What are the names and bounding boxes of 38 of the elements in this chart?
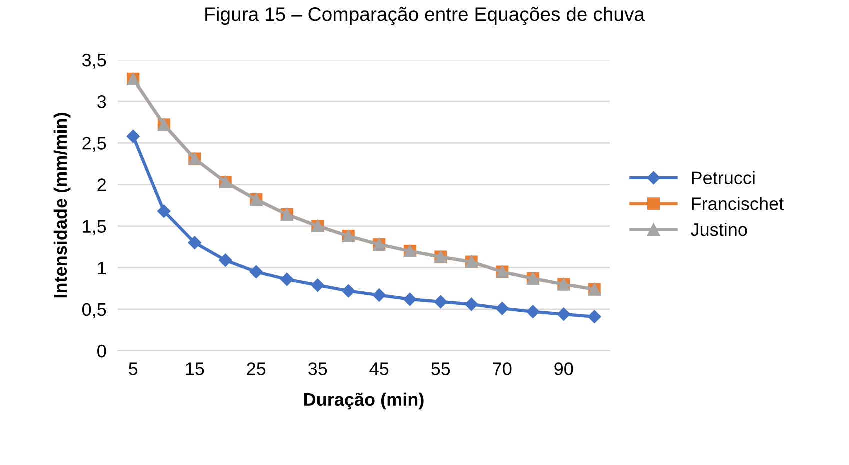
x-tick-label: 25 xyxy=(247,362,266,376)
point xyxy=(250,265,263,279)
x-tick-label: 15 xyxy=(186,362,204,376)
y-tick-label: 2 xyxy=(98,178,106,192)
x-tick-label: 5 xyxy=(129,362,138,376)
point xyxy=(588,310,602,324)
x-tick-label: 70 xyxy=(493,362,512,376)
y-tick-label: 3 xyxy=(98,96,106,108)
x-axis-title: Duração (min) xyxy=(304,392,424,410)
x-tick-label: 55 xyxy=(432,362,450,376)
y-tick-label: 0 xyxy=(98,344,106,358)
point xyxy=(557,308,570,322)
y-tick-label: 3,5 xyxy=(82,54,106,69)
point xyxy=(280,272,294,286)
legend-label: Justino xyxy=(691,222,748,236)
point xyxy=(219,254,232,267)
x-tick-label: 45 xyxy=(370,362,389,376)
y-axis-title: Intensidade (mm/min) xyxy=(54,113,71,298)
point xyxy=(496,302,509,316)
point xyxy=(311,278,324,292)
point xyxy=(126,130,140,144)
point xyxy=(465,298,478,312)
point xyxy=(434,295,448,309)
x-tick-label: 35 xyxy=(308,362,328,376)
point xyxy=(372,288,386,302)
legend-label: Petrucci xyxy=(692,171,755,184)
point xyxy=(342,284,356,298)
y-tick-label: 2,5 xyxy=(82,137,106,152)
point xyxy=(158,204,171,218)
point xyxy=(188,236,202,250)
point xyxy=(404,292,417,306)
point xyxy=(526,305,540,319)
x-tick-label: 90 xyxy=(554,362,574,376)
y-tick-label: 1,5 xyxy=(83,220,106,236)
y-tick-label: 1 xyxy=(98,262,106,274)
legend-label: Francischet xyxy=(692,197,784,210)
y-tick-label: 0,5 xyxy=(82,303,106,318)
chart-title: Figura 15 – Comparação entre Equações de chuva xyxy=(206,6,646,26)
